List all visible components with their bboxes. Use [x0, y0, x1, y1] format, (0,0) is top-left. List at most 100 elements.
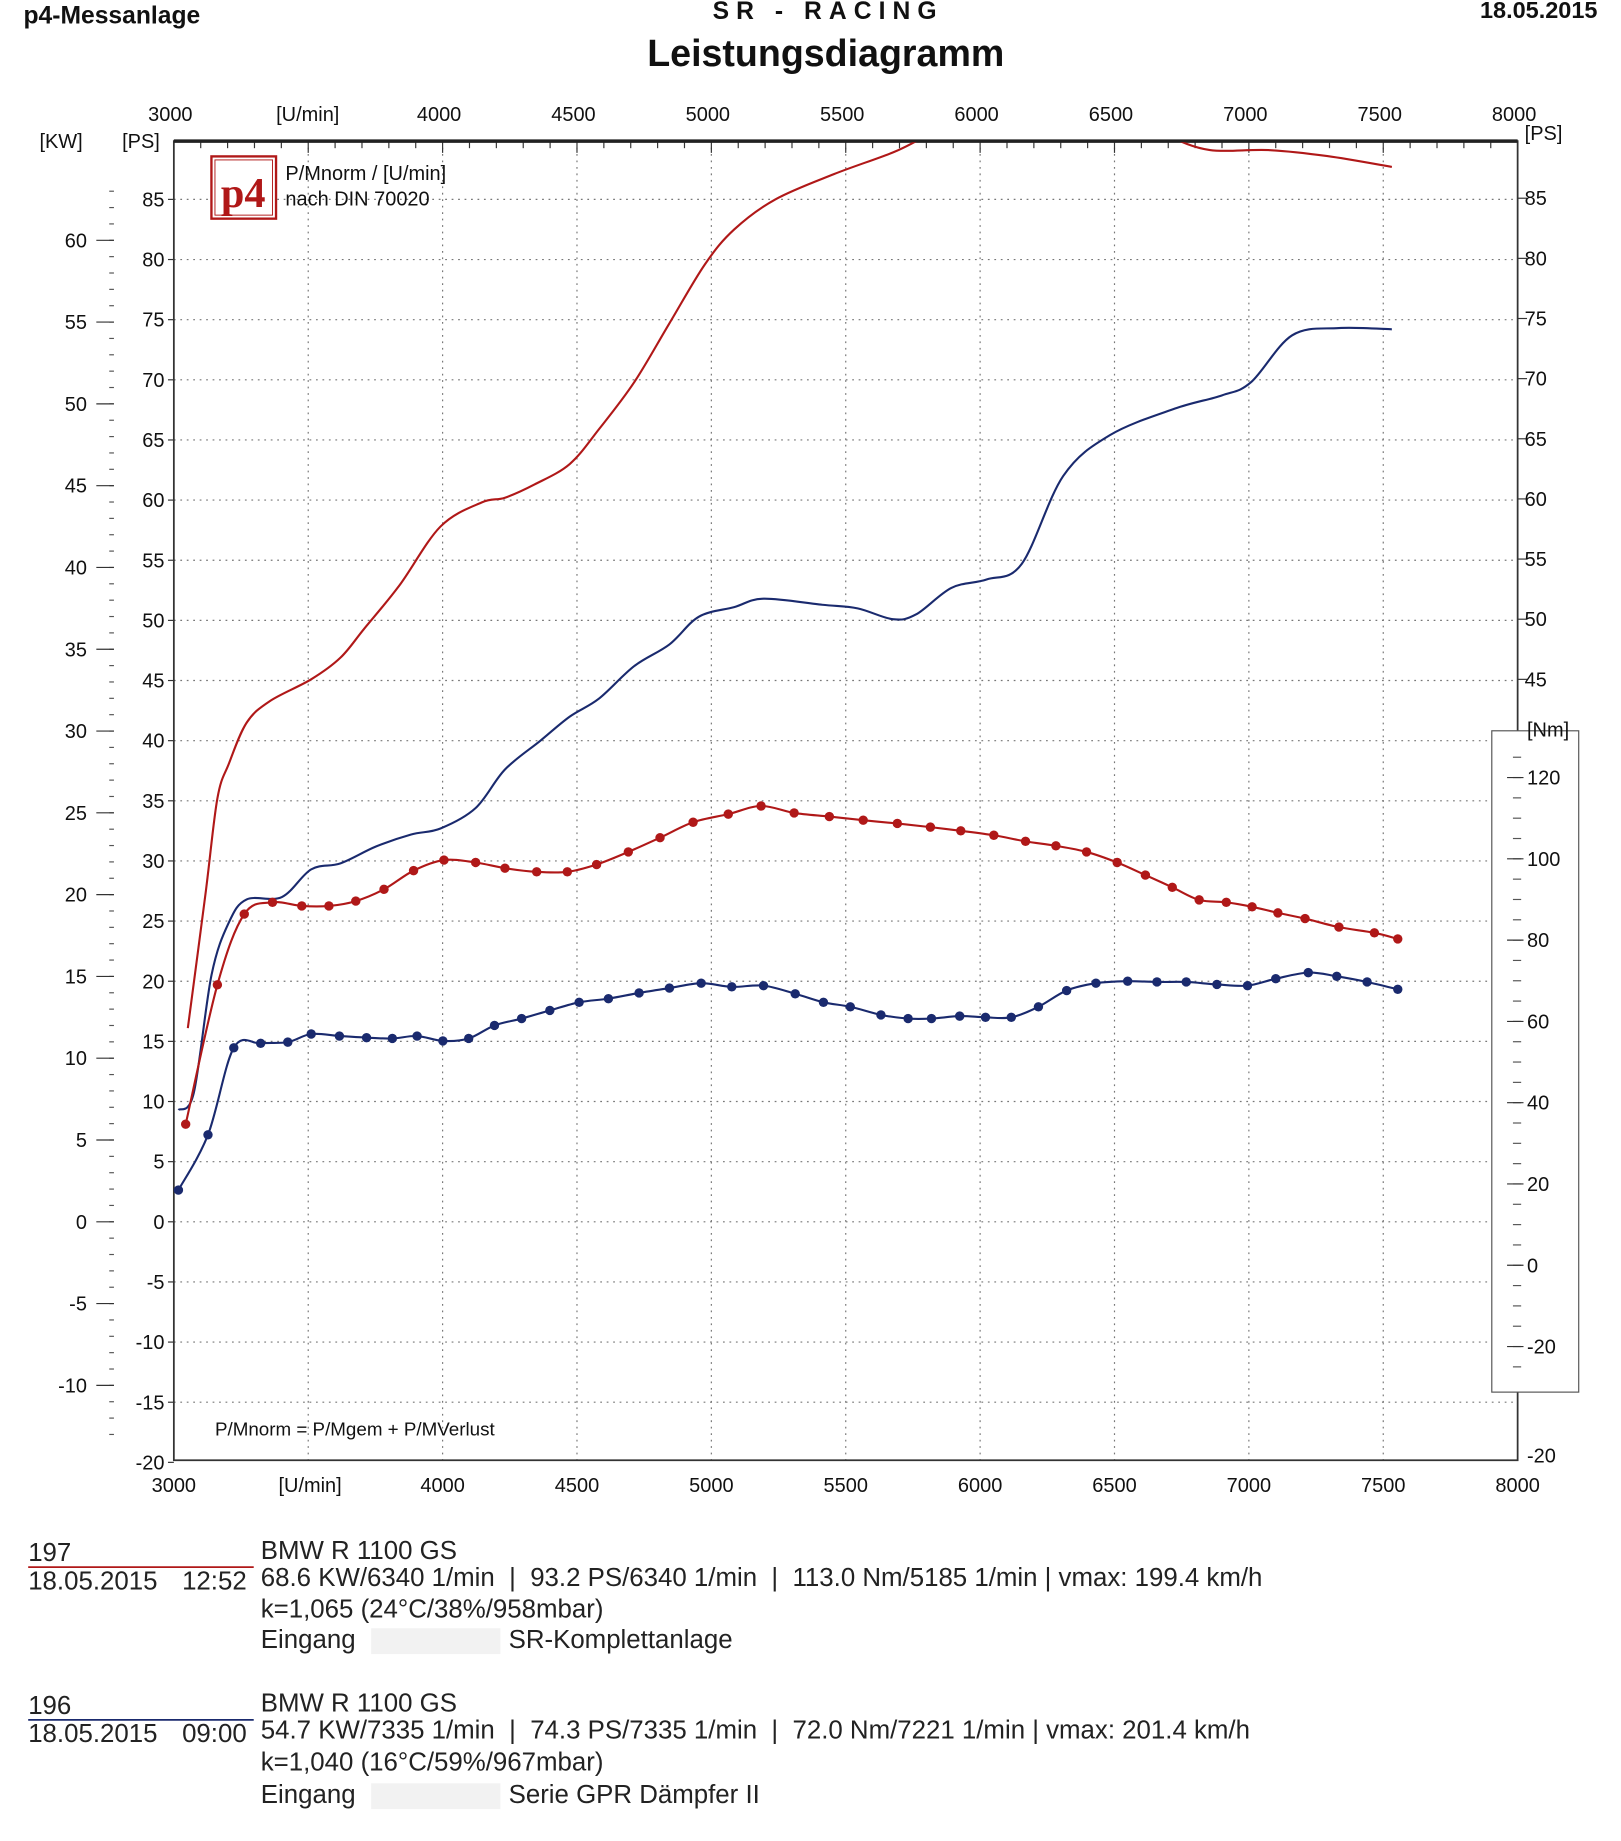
series-point-3	[1152, 977, 1162, 987]
series-point-3	[489, 1020, 500, 1031]
series-point-3	[980, 1012, 991, 1023]
series-point-3	[1271, 974, 1281, 984]
kw-tick-label: 20	[65, 885, 87, 907]
company-name: SR - RACING	[713, 0, 944, 25]
ps-tick-label-right: 55	[1525, 549, 1547, 571]
series-point-2	[956, 826, 966, 836]
run-id: 197	[28, 1539, 71, 1567]
series-point-3	[664, 983, 675, 993]
ps-tick-label-left: 85	[142, 189, 164, 211]
x-tick-label-top: 7500	[1358, 104, 1402, 126]
kw-tick-label: 55	[65, 312, 87, 334]
x-tick-label-bottom: 5000	[689, 1475, 733, 1497]
x-tick-label-top: 5000	[686, 104, 730, 126]
nm-axis-label: [Nm]	[1527, 720, 1569, 742]
ps-tick-label-left: 25	[142, 911, 164, 933]
series-point-3	[173, 1185, 184, 1195]
series-point-2	[351, 896, 361, 906]
series-point-2	[267, 897, 278, 908]
ps-tick-label-left: 15	[142, 1031, 164, 1053]
page-title: Leistungsdiagramm	[647, 32, 1004, 74]
series-point-2	[408, 865, 419, 876]
x-tick-label-bottom: 4500	[555, 1475, 599, 1497]
series-point-2	[562, 867, 573, 877]
series-point-3	[696, 978, 706, 988]
series-point-3	[255, 1038, 266, 1049]
kw-tick-label: 25	[65, 803, 87, 825]
x-tick-label-top: 6500	[1089, 104, 1133, 126]
run-date: 18.05.2015	[28, 1567, 157, 1595]
series-point-2	[180, 1119, 191, 1129]
x-tick-label-bottom: 7000	[1227, 1475, 1271, 1497]
kw-tick-label: 60	[65, 230, 87, 252]
ps-tick-label-right: 60	[1525, 489, 1547, 511]
kw-tick-label: 0	[76, 1212, 87, 1234]
series-point-2	[297, 901, 307, 911]
grid	[173, 141, 1518, 1461]
ps-axis-label-left: [PS]	[122, 131, 160, 153]
nm-axis-box	[1491, 730, 1580, 1393]
series-point-3	[283, 1037, 293, 1047]
x-tick-label-bottom: 3000	[152, 1475, 196, 1497]
ps-tick-label-left: -5	[147, 1272, 165, 1294]
series-layer	[173, 142, 1403, 1195]
ps-tick-label-left: 70	[142, 370, 164, 392]
series-point-3	[818, 997, 829, 1007]
ps-tick-label-left: 35	[142, 791, 164, 813]
p4-logo	[210, 155, 278, 220]
series-point-2	[1051, 841, 1061, 851]
ps-tick-label-left: 75	[142, 310, 164, 332]
run-result: 68.6 KW/6340 1/min | 93.2 PS/6340 1/min …	[261, 1564, 1263, 1592]
series-point-2	[756, 801, 766, 811]
series-point-3	[203, 1130, 213, 1140]
series-point-3	[1242, 980, 1253, 991]
nm-tick-label: 0	[1527, 1255, 1538, 1277]
series-point-2	[789, 808, 799, 818]
ps-tick-label-left: 50	[142, 610, 164, 632]
series-point-2	[500, 863, 510, 873]
ps-tick-label-left: -10	[136, 1332, 165, 1354]
ps-tick-label-left: 0	[153, 1212, 164, 1234]
run-time: 12:52	[182, 1567, 247, 1595]
legend-line-2: nach DIN 70020	[285, 189, 429, 211]
series-point-3	[412, 1031, 422, 1041]
redacted-field	[371, 1628, 501, 1655]
series-point-2	[824, 811, 835, 822]
series-point-2	[1300, 913, 1310, 924]
kw-tick-label: 45	[65, 476, 87, 498]
header-date: 18.05.2015	[1480, 0, 1598, 23]
ps-tick-label-right: 75	[1525, 309, 1547, 331]
run-input-label: Eingang	[261, 1781, 356, 1809]
ps-tick-label-left: 20	[142, 971, 164, 993]
series-point-2	[439, 855, 449, 865]
kw-tick-label: 35	[65, 639, 87, 661]
series-point-3	[903, 1013, 913, 1024]
ps-tick-label-left: 10	[142, 1092, 164, 1114]
series-point-3	[1362, 977, 1372, 987]
series-point-2	[925, 822, 936, 832]
nm-tick-label: 60	[1527, 1011, 1549, 1033]
x-tick-label-top: 8000	[1492, 104, 1536, 126]
series-point-2	[379, 884, 389, 895]
legend-line-1: P/Mnorm / [U/min]	[285, 163, 446, 185]
run-result: 54.7 KW/7335 1/min | 74.3 PS/7335 1/min …	[261, 1717, 1250, 1745]
kw-tick-label: 50	[65, 394, 87, 416]
series-point-3	[1033, 1002, 1044, 1012]
series-point-2	[1167, 882, 1177, 892]
series-point-2	[1081, 847, 1092, 857]
series-point-3	[1122, 976, 1133, 986]
x-tick-label-bottom: 5500	[824, 1475, 868, 1497]
series-point-3	[463, 1033, 474, 1044]
kw-tick-label: 30	[65, 721, 87, 743]
ps-tick-label-right: 50	[1525, 609, 1547, 631]
series-point-3	[1061, 985, 1072, 996]
series-point-3	[790, 989, 800, 999]
ps-tick-label-left: 45	[142, 671, 164, 693]
series-point-3	[926, 1013, 937, 1024]
ps-tick-label-left: 30	[142, 851, 164, 873]
ps-tick-label-left: 5	[153, 1152, 164, 1174]
series-point-3	[545, 1005, 555, 1016]
x-tick-label-bottom: 8000	[1495, 1475, 1539, 1497]
series-point-2	[688, 817, 698, 827]
